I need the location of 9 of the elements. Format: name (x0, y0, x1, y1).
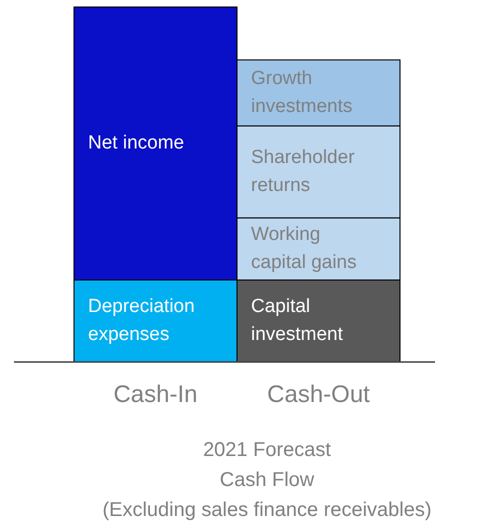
series-label: Shareholder returns (251, 146, 356, 196)
series-label: Net income (88, 132, 184, 154)
series-label: Depreciation expenses (88, 296, 195, 345)
series-label: Capital investment (251, 296, 344, 345)
x-tick-label: Cash-Out (267, 381, 370, 408)
x-tick-label: Cash-In (113, 381, 198, 408)
series-label: Working capital gains (251, 224, 357, 273)
text: 2021 Forecast Cash Flow (Excluding sales finance receivables) (102, 439, 432, 521)
series-label: Growth investments (251, 68, 352, 117)
